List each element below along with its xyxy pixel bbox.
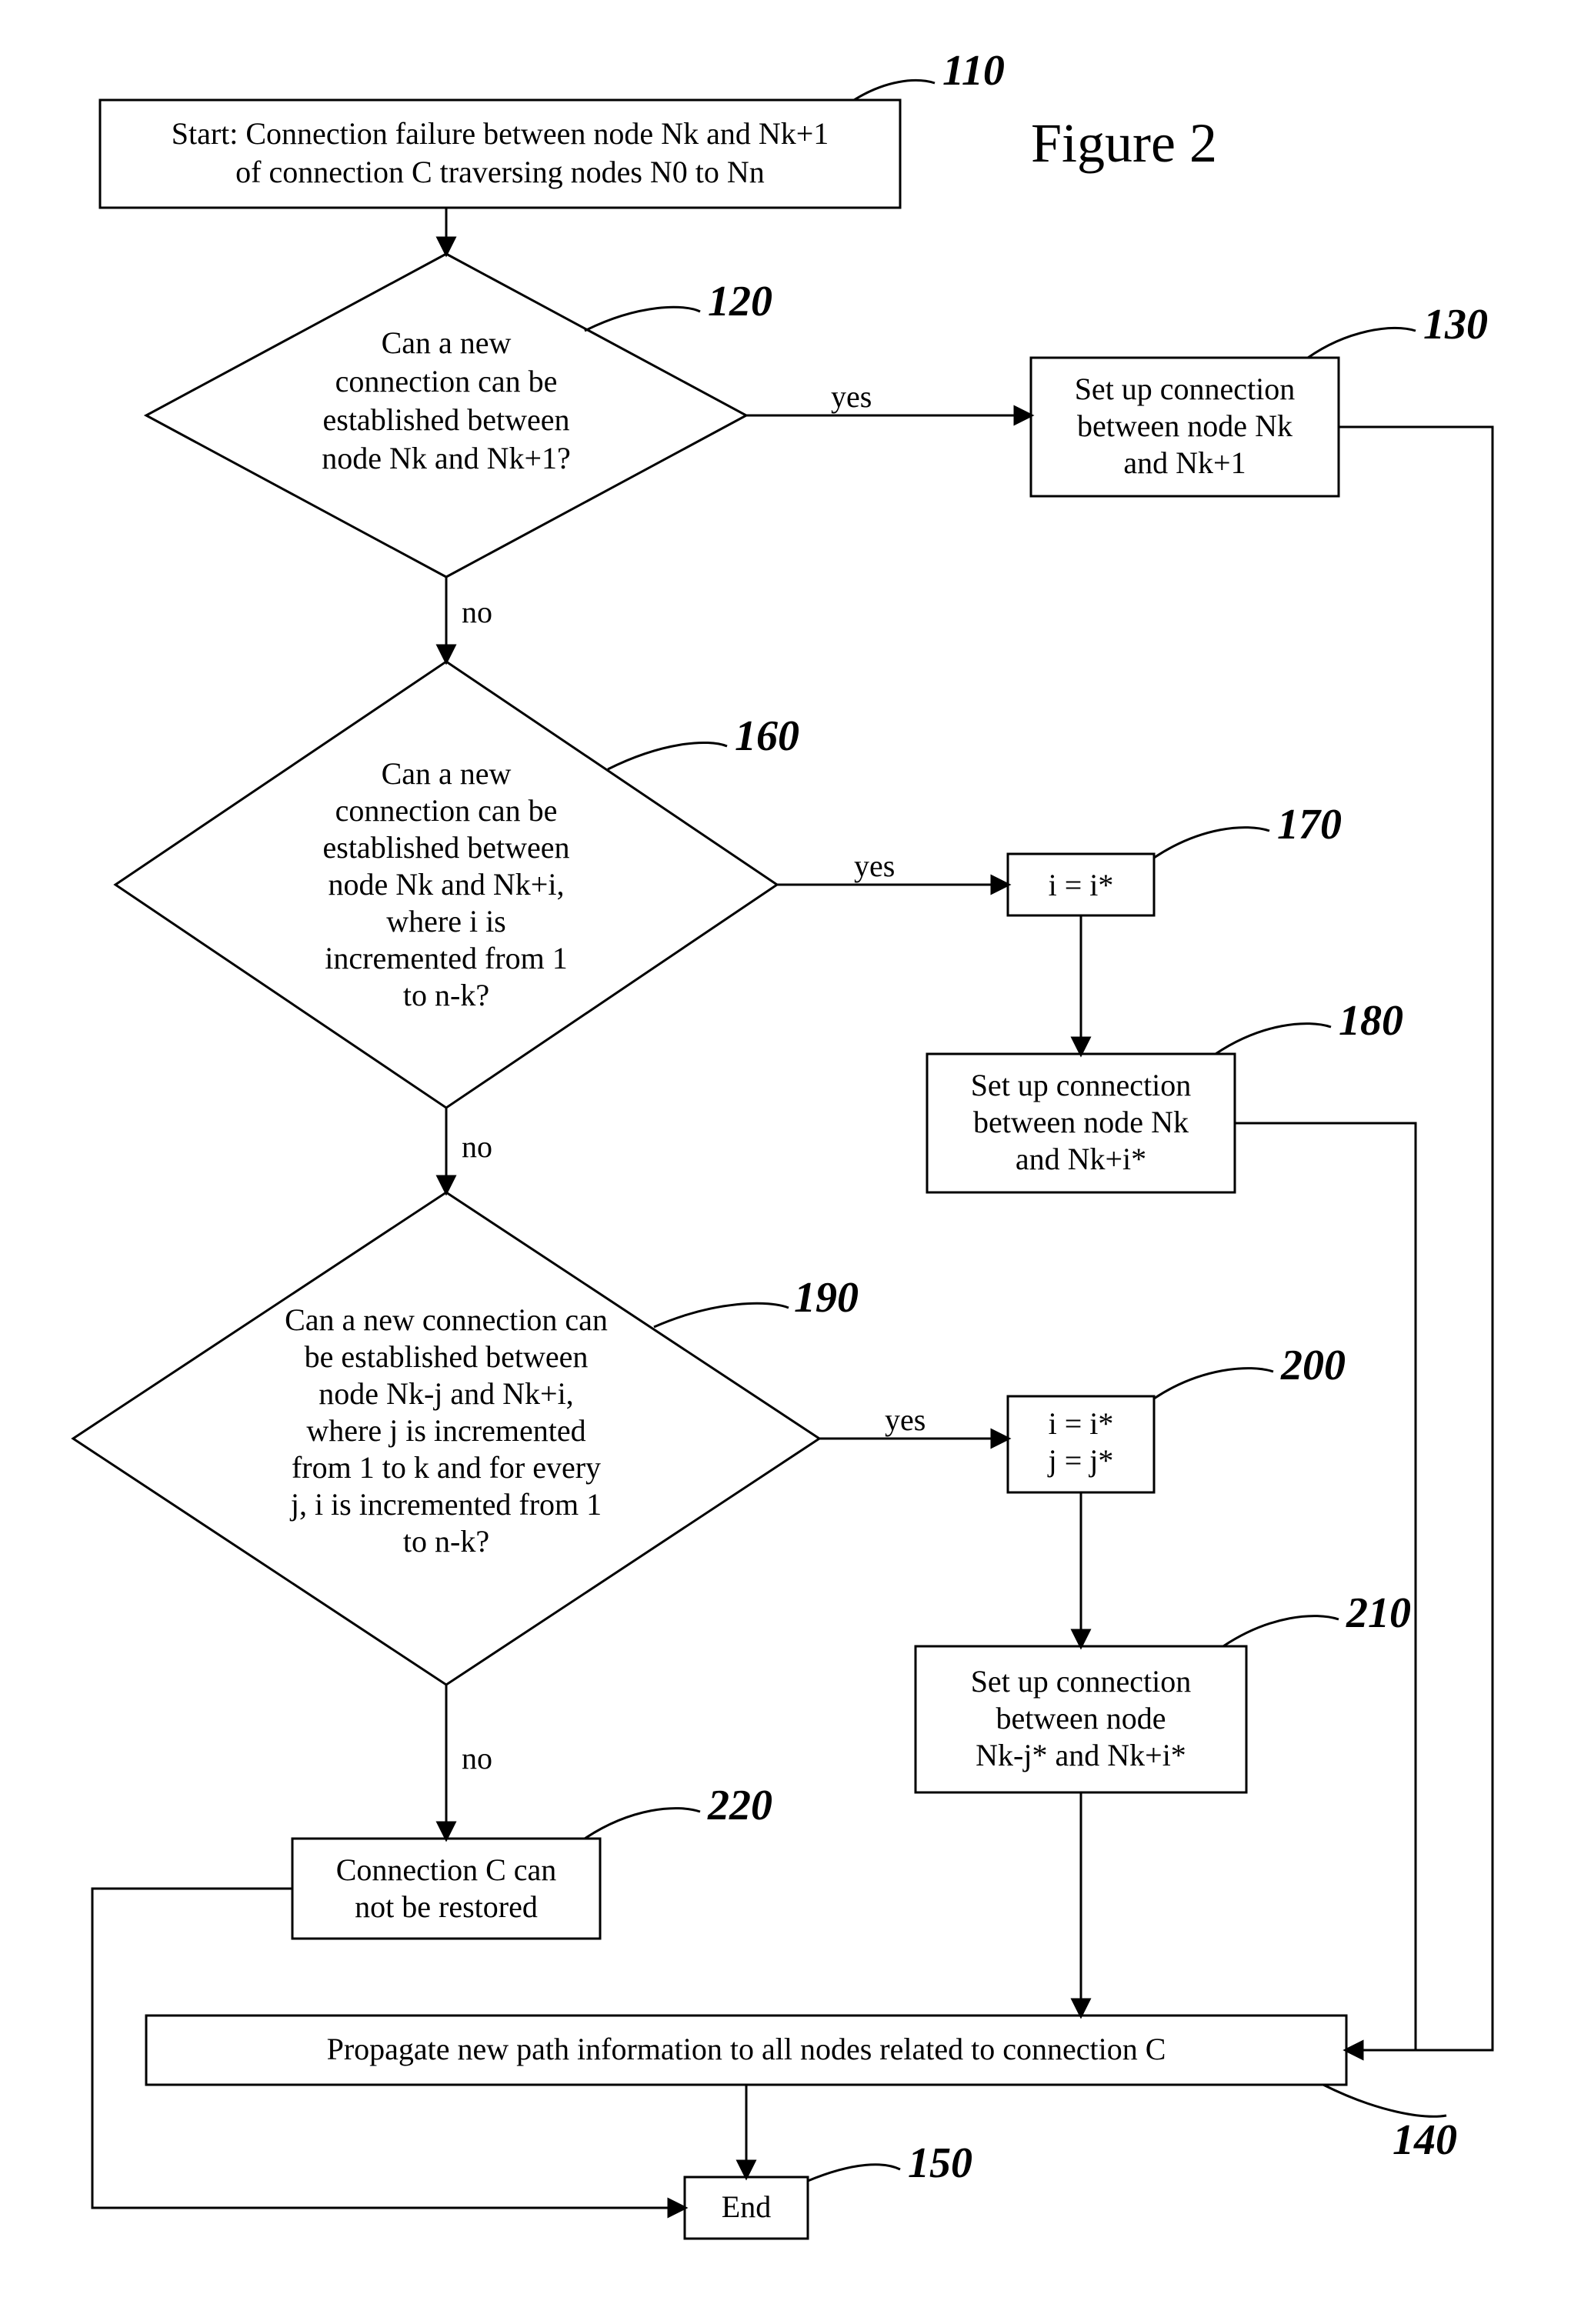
n190-l2: be established between bbox=[305, 1339, 589, 1374]
n110-line2: of connection C traversing nodes N0 to N… bbox=[235, 155, 765, 189]
node-200-process: i = i* j = j* bbox=[1008, 1396, 1154, 1492]
ref-200: 200 bbox=[1280, 1342, 1346, 1389]
node-220-process: Connection C can not be restored bbox=[292, 1839, 600, 1939]
n210-l2: between node bbox=[996, 1701, 1166, 1735]
node-150-end: End bbox=[685, 2177, 808, 2239]
n160-l5: where i is bbox=[386, 904, 506, 939]
label-190-no: no bbox=[462, 1741, 492, 1776]
n160-l2: connection can be bbox=[335, 793, 558, 828]
n130-l1: Set up connection bbox=[1075, 372, 1296, 406]
n160-l6: incremented from 1 bbox=[325, 941, 567, 975]
ref-180: 180 bbox=[1339, 997, 1403, 1045]
n190-l5: from 1 to k and for every bbox=[292, 1450, 601, 1485]
n210-l3: Nk-j* and Nk+i* bbox=[976, 1738, 1186, 1772]
n180-l1: Set up connection bbox=[971, 1068, 1192, 1102]
figure-title: Figure 2 bbox=[1031, 112, 1217, 174]
node-190-decision: Can a new connection can be established … bbox=[73, 1192, 819, 1685]
n130-l3: and Nk+1 bbox=[1123, 445, 1246, 480]
ref-120: 120 bbox=[708, 278, 772, 325]
ref-150: 150 bbox=[908, 2139, 972, 2187]
n190-l7: to n-k? bbox=[403, 1524, 489, 1559]
n140-l1: Propagate new path information to all no… bbox=[327, 2032, 1166, 2066]
n160-l4: node Nk and Nk+i, bbox=[329, 867, 565, 902]
n200-l1: i = i* bbox=[1049, 1406, 1114, 1441]
n190-l1: Can a new connection can bbox=[285, 1302, 608, 1337]
n170-l1: i = i* bbox=[1049, 868, 1114, 902]
n160-l1: Can a new bbox=[382, 756, 512, 791]
node-130-process: Set up connection between node Nk and Nk… bbox=[1031, 358, 1339, 496]
n120-l4: node Nk and Nk+1? bbox=[322, 441, 571, 475]
n120-l3: established between bbox=[323, 402, 570, 437]
n130-l2: between node Nk bbox=[1077, 408, 1292, 443]
n120-l2: connection can be bbox=[335, 364, 558, 398]
n210-l1: Set up connection bbox=[971, 1664, 1192, 1699]
ref-220: 220 bbox=[707, 1782, 772, 1829]
ref-110: 110 bbox=[942, 47, 1005, 95]
node-160-decision: Can a new connection can be established … bbox=[115, 662, 777, 1108]
node-140-process: Propagate new path information to all no… bbox=[146, 2016, 1346, 2085]
n190-l6: j, i is incremented from 1 bbox=[289, 1487, 602, 1522]
ref-210: 210 bbox=[1346, 1589, 1411, 1637]
n220-l1: Connection C can bbox=[336, 1852, 557, 1887]
n150-l1: End bbox=[722, 2189, 771, 2224]
node-180-process: Set up connection between node Nk and Nk… bbox=[927, 1054, 1235, 1192]
ref-140: 140 bbox=[1393, 2116, 1457, 2164]
edge-180-140 bbox=[1235, 1123, 1416, 2050]
n200-l2: j = j* bbox=[1047, 1443, 1114, 1478]
n110-line1: Start: Connection failure between node N… bbox=[172, 116, 829, 151]
ref-130: 130 bbox=[1423, 301, 1488, 348]
label-120-yes: yes bbox=[831, 379, 872, 414]
node-170-process: i = i* bbox=[1008, 854, 1154, 915]
node-210-process: Set up connection between node Nk-j* and… bbox=[916, 1646, 1246, 1792]
n120-l1: Can a new bbox=[382, 325, 512, 360]
ref-170: 170 bbox=[1277, 801, 1342, 849]
n160-l3: established between bbox=[323, 830, 570, 865]
ref-160: 160 bbox=[735, 712, 799, 760]
n160-l7: to n-k? bbox=[403, 978, 489, 1012]
n220-l2: not be restored bbox=[355, 1889, 538, 1924]
label-160-yes: yes bbox=[854, 849, 895, 883]
node-110-start: Start: Connection failure between node N… bbox=[100, 100, 900, 208]
node-120-decision: Can a new connection can be established … bbox=[146, 254, 746, 577]
n190-l4: where j is incremented bbox=[306, 1413, 585, 1448]
label-160-no: no bbox=[462, 1129, 492, 1164]
ref-190: 190 bbox=[794, 1274, 859, 1322]
label-120-no: no bbox=[462, 595, 492, 629]
n190-l3: node Nk-j and Nk+i, bbox=[319, 1376, 573, 1411]
n180-l2: between node Nk bbox=[973, 1105, 1189, 1139]
label-190-yes: yes bbox=[885, 1402, 926, 1437]
n180-l3: and Nk+i* bbox=[1016, 1142, 1146, 1176]
